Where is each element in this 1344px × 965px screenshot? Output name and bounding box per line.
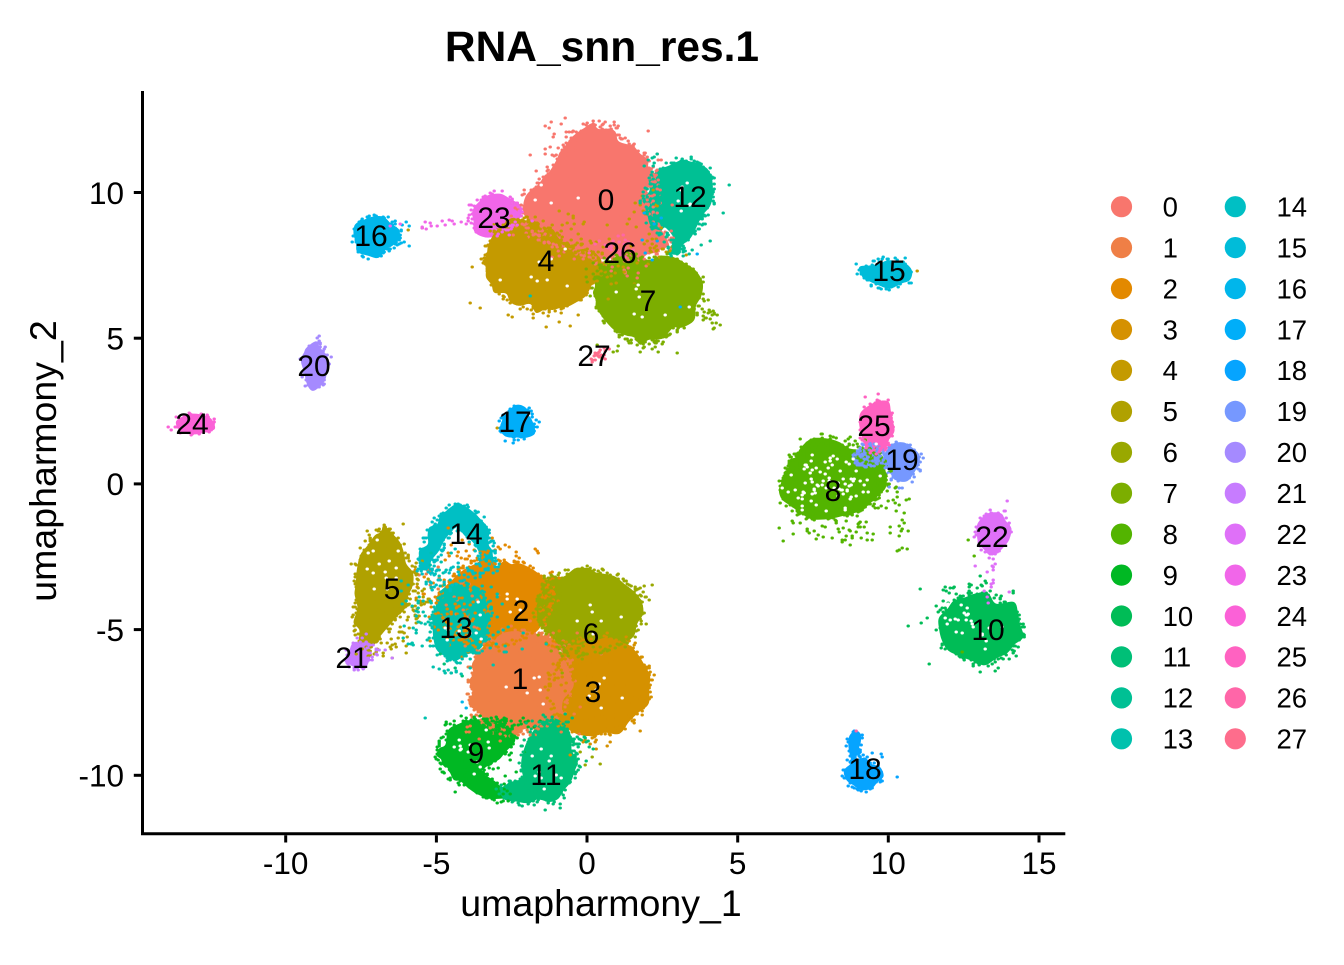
svg-text:-5: -5 bbox=[422, 845, 450, 881]
svg-text:15: 15 bbox=[872, 255, 905, 288]
svg-text:11: 11 bbox=[1163, 642, 1192, 673]
svg-text:1: 1 bbox=[512, 663, 529, 696]
svg-text:0: 0 bbox=[106, 466, 124, 502]
svg-text:24: 24 bbox=[1277, 601, 1308, 632]
svg-text:4: 4 bbox=[538, 245, 555, 278]
svg-text:18: 18 bbox=[848, 753, 881, 786]
svg-text:10: 10 bbox=[971, 614, 1004, 647]
svg-text:21: 21 bbox=[335, 642, 368, 675]
svg-text:16: 16 bbox=[354, 220, 387, 253]
svg-text:13: 13 bbox=[1163, 724, 1194, 755]
svg-text:5: 5 bbox=[729, 845, 747, 881]
svg-text:-10: -10 bbox=[78, 758, 124, 794]
svg-text:21: 21 bbox=[1277, 478, 1308, 509]
svg-text:19: 19 bbox=[1277, 396, 1308, 427]
svg-text:22: 22 bbox=[1277, 519, 1308, 550]
svg-text:RNA_snn_res.1: RNA_snn_res.1 bbox=[445, 24, 759, 71]
svg-text:8: 8 bbox=[1163, 519, 1178, 550]
svg-text:5: 5 bbox=[106, 321, 124, 357]
svg-text:15: 15 bbox=[1021, 845, 1056, 881]
svg-text:umapharmony_2: umapharmony_2 bbox=[22, 320, 64, 601]
svg-text:18: 18 bbox=[1277, 355, 1308, 386]
svg-text:6: 6 bbox=[583, 618, 600, 651]
svg-text:22: 22 bbox=[975, 521, 1008, 554]
svg-text:12: 12 bbox=[1163, 683, 1194, 714]
svg-text:20: 20 bbox=[297, 350, 330, 383]
svg-text:27: 27 bbox=[1277, 724, 1308, 755]
svg-text:1: 1 bbox=[1163, 232, 1178, 263]
svg-text:0: 0 bbox=[598, 184, 615, 217]
svg-text:26: 26 bbox=[603, 237, 636, 270]
svg-text:5: 5 bbox=[384, 573, 401, 606]
svg-text:26: 26 bbox=[1277, 683, 1308, 714]
svg-text:0: 0 bbox=[578, 845, 596, 881]
svg-text:25: 25 bbox=[857, 410, 890, 443]
svg-text:27: 27 bbox=[577, 340, 610, 373]
svg-text:23: 23 bbox=[477, 202, 510, 235]
svg-text:0: 0 bbox=[1163, 192, 1178, 223]
svg-text:17: 17 bbox=[1277, 314, 1308, 345]
svg-text:10: 10 bbox=[1163, 601, 1194, 632]
svg-text:12: 12 bbox=[673, 181, 706, 214]
svg-text:10: 10 bbox=[89, 175, 124, 211]
svg-text:25: 25 bbox=[1277, 642, 1308, 673]
svg-text:-5: -5 bbox=[96, 612, 124, 648]
svg-text:10: 10 bbox=[871, 845, 906, 881]
svg-text:7: 7 bbox=[1163, 478, 1178, 509]
svg-text:23: 23 bbox=[1277, 560, 1308, 591]
svg-text:24: 24 bbox=[175, 408, 208, 441]
svg-text:umapharmony_1: umapharmony_1 bbox=[460, 882, 741, 924]
svg-text:19: 19 bbox=[885, 444, 918, 477]
svg-text:20: 20 bbox=[1277, 437, 1308, 468]
svg-text:17: 17 bbox=[498, 406, 531, 439]
svg-text:5: 5 bbox=[1163, 396, 1178, 427]
svg-text:15: 15 bbox=[1277, 232, 1308, 263]
svg-text:2: 2 bbox=[1163, 273, 1178, 304]
svg-text:4: 4 bbox=[1163, 355, 1178, 386]
svg-text:13: 13 bbox=[439, 612, 472, 645]
svg-text:9: 9 bbox=[1163, 560, 1178, 591]
svg-text:-10: -10 bbox=[263, 845, 309, 881]
svg-text:14: 14 bbox=[449, 518, 482, 551]
svg-text:8: 8 bbox=[825, 475, 842, 508]
svg-text:3: 3 bbox=[585, 676, 602, 709]
svg-text:11: 11 bbox=[530, 759, 561, 792]
svg-text:14: 14 bbox=[1277, 192, 1308, 223]
svg-text:9: 9 bbox=[468, 737, 485, 770]
svg-text:2: 2 bbox=[513, 595, 530, 628]
svg-text:16: 16 bbox=[1277, 273, 1308, 304]
svg-text:6: 6 bbox=[1163, 437, 1178, 468]
svg-text:3: 3 bbox=[1163, 314, 1178, 345]
svg-text:7: 7 bbox=[640, 285, 657, 318]
